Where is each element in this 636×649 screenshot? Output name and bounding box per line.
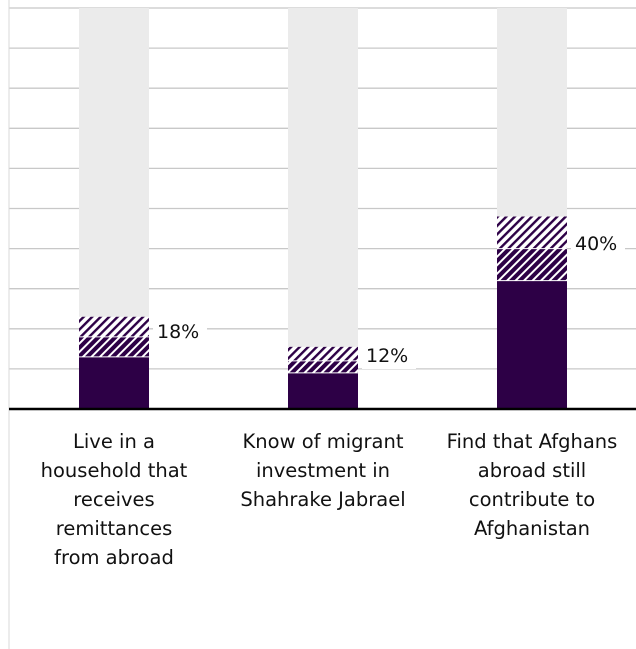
bar-segment-lighthatch — [288, 346, 358, 361]
category-label-line: remittances — [55, 517, 173, 540]
category-label-line: Afghanistan — [473, 517, 591, 540]
category-label: Find that Afghans abroad still contribute … — [429, 427, 635, 543]
category-label-line: investment in — [255, 459, 391, 482]
bar-segment-solid — [497, 280, 567, 409]
category-label-line: contribute to — [468, 488, 596, 511]
category-label-line: abroad still — [477, 459, 587, 482]
bar-track — [288, 8, 358, 409]
category-label: Live in a household that receives remittanc… — [11, 427, 217, 572]
data-label-background — [571, 233, 625, 257]
bars — [79, 8, 567, 409]
data-label: 18% — [157, 321, 199, 343]
data-labels: 18% 12% 40% — [153, 233, 625, 369]
category-label-line: Know of migrant — [242, 430, 404, 453]
category-label: Know of migrant investment in Shahrake Jab… — [220, 427, 426, 514]
bar-segment-lighthatch — [79, 316, 149, 337]
category-label-line: receives — [73, 488, 155, 511]
bar-segment-crosshatch — [79, 336, 149, 357]
data-label: 40% — [575, 233, 617, 255]
data-label-background — [153, 321, 207, 345]
category-label-line: household that — [40, 459, 188, 482]
category-label-line: Live in a — [73, 430, 155, 453]
category-label-line: Shahrake Jabrael — [240, 488, 406, 511]
bar-segment-lighthatch — [497, 216, 567, 249]
data-label: 12% — [366, 345, 408, 367]
bar-segment-solid — [288, 372, 358, 409]
data-label-background — [362, 345, 416, 369]
bar-segment-crosshatch — [288, 360, 358, 373]
category-label-line: from abroad — [54, 546, 174, 569]
category-label-line: Find that Afghans — [446, 430, 618, 453]
bar-segment-solid — [79, 356, 149, 409]
bar-segment-crosshatch — [497, 248, 567, 281]
